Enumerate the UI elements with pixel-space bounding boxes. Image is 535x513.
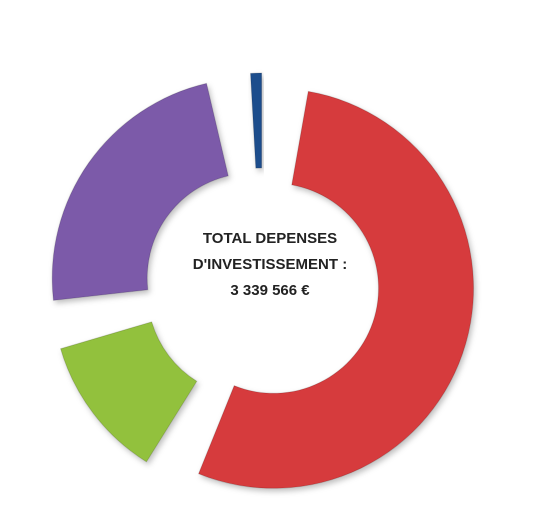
center-text-line: TOTAL DEPENSES	[203, 230, 337, 247]
center-label: TOTAL DEPENSES D'INVESTISSEMENT : 3 339 56…	[193, 230, 347, 299]
center-text-line: 3 339 566 €	[230, 282, 310, 299]
donut-slice	[197, 90, 475, 489]
donut	[51, 72, 475, 489]
donut-slice	[59, 321, 198, 463]
donut-slice	[51, 82, 229, 301]
donut-slice	[249, 72, 263, 169]
center-text-line: D'INVESTISSEMENT :	[193, 256, 347, 273]
